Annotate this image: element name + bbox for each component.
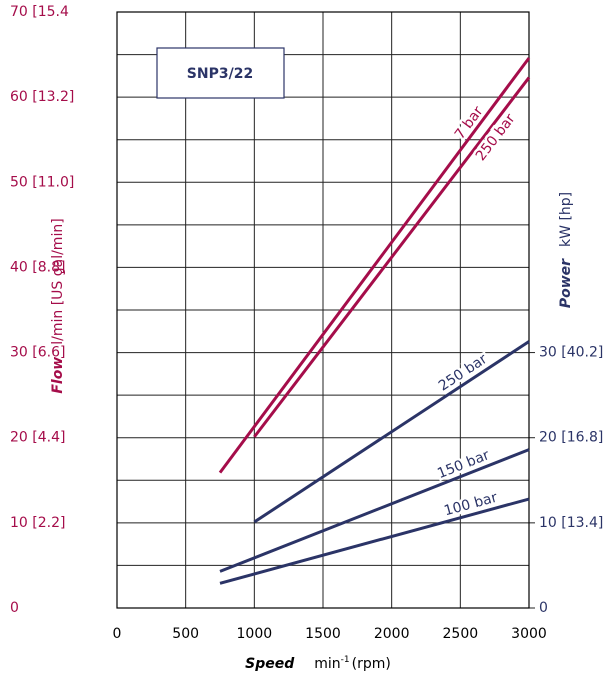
series-line (219, 448, 530, 573)
plot-frame (116, 11, 530, 609)
y-tick-label: 60 [13.2] (10, 89, 74, 105)
x-label-rest: (rpm) (352, 656, 391, 672)
series-line (218, 57, 531, 474)
x-tick-label: 0 (113, 626, 122, 642)
y-label-name: Flow (50, 357, 66, 394)
y-tick-label: 0 (10, 600, 19, 616)
y-label-unit: l/min [US gal/min] (50, 218, 66, 344)
y2-tick-label: 20 [16.8] (539, 430, 603, 446)
series-line (253, 76, 531, 438)
x-tick-label: 1000 (237, 626, 273, 642)
x-label-unit: min (314, 656, 340, 672)
x-label-name: Speed (245, 656, 295, 672)
x-axis-label: Speed min-1 (rpm) (245, 655, 391, 673)
series-line (219, 497, 530, 585)
y-tick-label: 70 [15.4 (10, 4, 69, 20)
y-tick-label: 30 [6.6] (10, 345, 65, 361)
y-tick-label: 20 [4.4] (10, 430, 65, 446)
y2-axis-label: Power kW [hp] (558, 192, 574, 308)
x-tick-label: 500 (172, 626, 199, 642)
y2-label-unit: kW [hp] (558, 192, 574, 247)
x-label-sup: -1 (341, 655, 350, 665)
x-tick-label: 2000 (374, 626, 410, 642)
x-tick-label: 2500 (443, 626, 479, 642)
y-tick-label: 10 [2.2] (10, 515, 65, 531)
series-line (253, 340, 530, 524)
y-tick-label: 40 [8.8] (10, 259, 65, 275)
y2-tick-label: 0 (539, 600, 548, 616)
x-tick-label: 1500 (305, 626, 341, 642)
title-box (156, 47, 285, 99)
y-axis-label: Flow l/min [US gal/min] (50, 218, 66, 393)
chart-title: SNP3/22 (187, 66, 253, 82)
y2-tick-label: 30 [40.2] (539, 345, 603, 361)
y2-tick-label: 10 [13.4] (539, 515, 603, 531)
x-tick-label: 3000 (511, 626, 547, 642)
y2-label-name: Power (558, 258, 574, 308)
y-tick-label: 50 [11.0] (10, 174, 74, 190)
